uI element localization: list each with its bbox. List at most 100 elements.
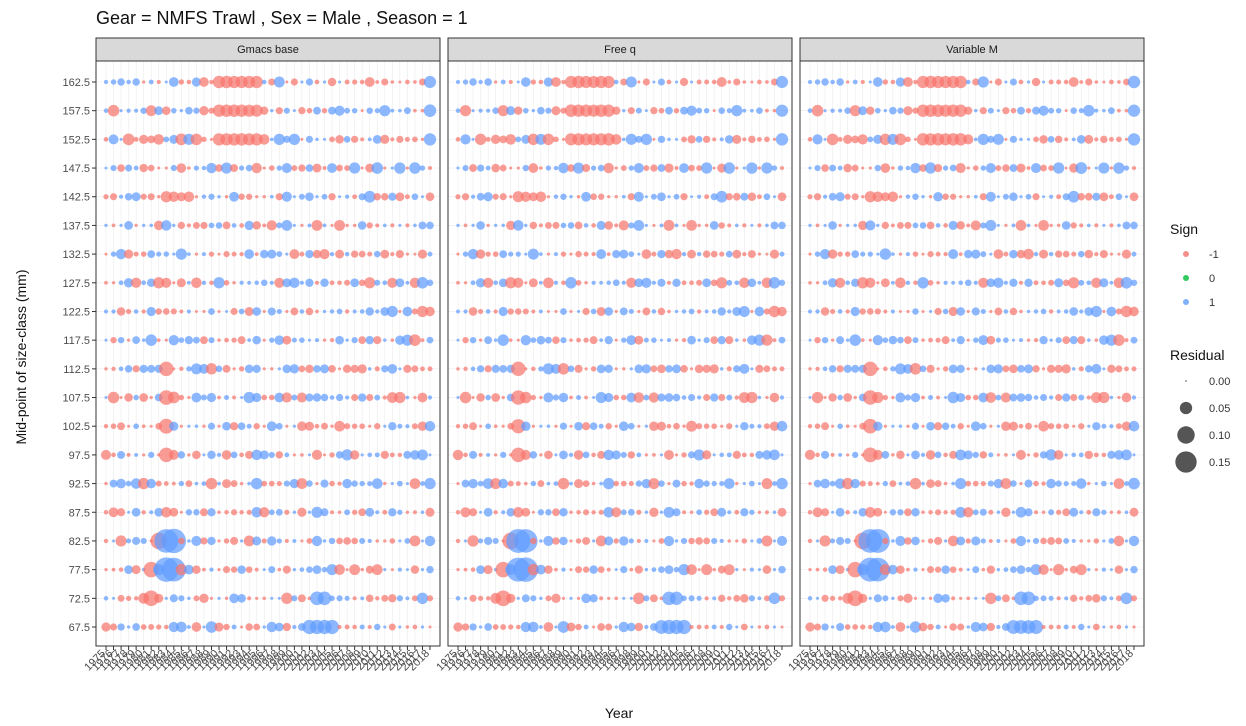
residual-point (621, 337, 627, 343)
residual-point (642, 307, 651, 316)
residual-point (1129, 192, 1139, 202)
residual-point (413, 252, 417, 256)
residual-point (250, 75, 263, 89)
residual-point (1121, 249, 1132, 259)
residual-point (215, 164, 223, 172)
residual-point (255, 596, 259, 600)
residual-point (245, 450, 254, 459)
residual-point (681, 452, 687, 458)
residual-point (1087, 166, 1091, 170)
residual-point (874, 308, 881, 315)
residual-point (883, 424, 887, 428)
residual-point (516, 338, 520, 342)
residual-point (1078, 108, 1084, 114)
residual-point (476, 365, 485, 373)
residual-point (469, 508, 478, 517)
residual-point (202, 424, 206, 428)
residual-point (656, 421, 666, 431)
residual-point (244, 220, 254, 231)
residual-point (1087, 539, 1091, 543)
residual-point (1076, 135, 1086, 144)
residual-point (1055, 480, 1062, 487)
residual-point (712, 109, 716, 113)
residual-point (154, 507, 164, 517)
residual-point (145, 105, 157, 117)
residual-point (735, 481, 739, 486)
residual-point (711, 537, 718, 544)
residual-point (850, 478, 860, 489)
residual-point (222, 566, 231, 574)
residual-point (1010, 107, 1017, 114)
residual-point (161, 220, 172, 231)
residual-point (659, 338, 663, 342)
residual-point (650, 365, 658, 373)
residual-point (178, 337, 185, 344)
residual-point (750, 625, 754, 629)
residual-point (860, 624, 866, 630)
residual-point (560, 193, 567, 200)
residual-point (522, 164, 530, 172)
residual-point (1102, 539, 1106, 543)
residual-point (1004, 80, 1008, 84)
residual-point (209, 79, 214, 85)
residual-point (574, 364, 583, 373)
residual-point (808, 309, 812, 314)
residual-point (262, 223, 267, 228)
residual-point (1131, 251, 1137, 257)
residual-point (561, 137, 566, 141)
residual-point (950, 423, 956, 429)
residual-point (649, 421, 659, 431)
residual-point (383, 539, 387, 543)
residual-point (357, 364, 367, 374)
residual-point (493, 338, 498, 342)
residual-point (904, 394, 912, 401)
residual-point (262, 166, 266, 170)
residual-point (554, 567, 558, 572)
legend-residual-key (1177, 426, 1195, 444)
residual-point (268, 566, 276, 574)
residual-point (330, 510, 335, 515)
residual-point (167, 391, 180, 404)
residual-point (467, 535, 479, 547)
residual-point (426, 565, 434, 574)
residual-point (1056, 624, 1061, 630)
residual-point (673, 107, 680, 114)
residual-point (581, 593, 591, 604)
residual-point (996, 567, 1001, 572)
residual-point (498, 306, 508, 317)
residual-point (1092, 594, 1101, 603)
residual-point (726, 452, 732, 458)
residual-point (779, 165, 785, 171)
residual-point (890, 625, 895, 629)
residual-point (492, 624, 499, 630)
residual-point (124, 565, 133, 574)
residual-point (905, 280, 911, 285)
residual-point (205, 363, 218, 375)
residual-point (986, 622, 995, 632)
residual-point (238, 308, 245, 315)
residual-point (1009, 364, 1018, 374)
residual-point (469, 164, 478, 172)
residual-point (1109, 625, 1114, 629)
residual-point (657, 135, 666, 144)
residual-point (412, 136, 418, 143)
residual-point (251, 507, 262, 518)
residual-point (299, 337, 305, 343)
residual-point (168, 334, 179, 346)
residual-point (951, 481, 955, 486)
residual-point (139, 163, 148, 173)
residual-point (702, 250, 711, 258)
residual-point (511, 447, 526, 463)
residual-point (368, 424, 372, 428)
residual-point (284, 452, 290, 458)
residual-point (981, 567, 986, 572)
residual-point (358, 393, 367, 402)
residual-point (979, 508, 987, 516)
residual-point (597, 450, 606, 459)
residual-point (1070, 393, 1078, 402)
residual-point (958, 252, 963, 256)
residual-point (761, 478, 773, 490)
residual-point (1061, 364, 1071, 374)
residual-point (941, 565, 950, 574)
residual-point (1079, 309, 1084, 314)
